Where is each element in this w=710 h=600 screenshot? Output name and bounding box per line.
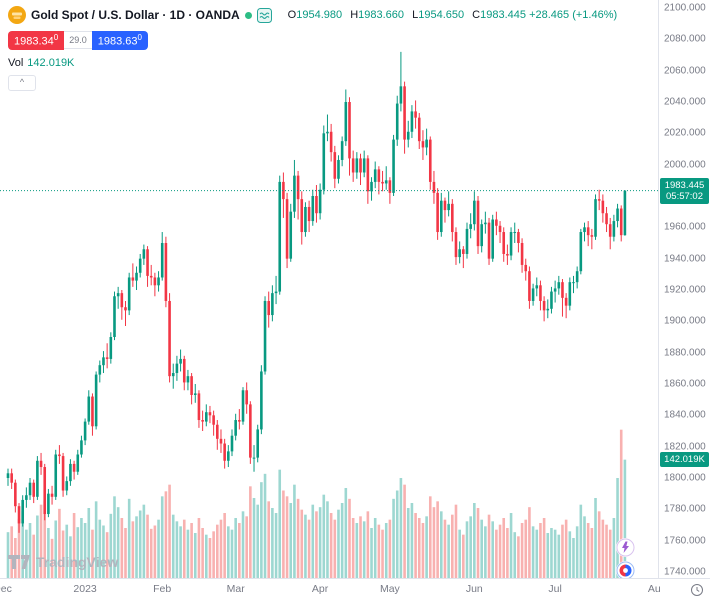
ohlc-readout: O1954.980 H1983.660 L1954.650 C1983.445 …	[283, 9, 617, 21]
tradingview-logo[interactable]: TradingView	[8, 554, 118, 570]
price-tick-label: 2040.000	[664, 96, 706, 108]
floating-buttons	[616, 538, 635, 578]
price-tick-label: 1860.000	[664, 378, 706, 390]
price-tick-label: 1780.000	[664, 503, 706, 515]
volume-label: Vol	[8, 56, 24, 69]
time-tick-label: Au	[647, 583, 661, 595]
last-price-tag-value: 1983.445	[664, 179, 705, 191]
price-tick-label: 1740.000	[664, 566, 706, 578]
time-tick-label: Feb	[153, 583, 172, 595]
price-tick-label: 1800.000	[664, 472, 706, 484]
volume-legend-row: Vol 142.019K	[8, 57, 617, 69]
bar-countdown: 05:57:02	[666, 190, 703, 202]
time-tick-label: May	[379, 583, 400, 595]
price-tick-label: 2060.000	[664, 65, 706, 77]
price-tick-label: 2100.000	[664, 2, 706, 14]
chart-plot-area[interactable]: Gold Spot / U.S. Dollar · 1D · OANDA O19…	[0, 0, 658, 578]
time-axis[interactable]: Dec 2023 Feb Mar Apr May Jun Jul Au	[0, 578, 710, 600]
high-label: H	[350, 9, 359, 21]
broker-panel-button[interactable]	[616, 561, 635, 578]
time-tick-label: Jul	[548, 583, 562, 595]
low-label: L	[412, 9, 419, 21]
price-tick-label: 1880.000	[664, 347, 706, 359]
time-tick-label: Apr	[311, 583, 329, 595]
price-tick-label: 1760.000	[664, 535, 706, 547]
symbol-gold-icon	[8, 6, 26, 24]
tradingview-logo-mark-icon	[8, 555, 30, 569]
high-value: 1983.660	[358, 9, 405, 21]
market-status-dot-icon	[244, 11, 252, 19]
volume-value: 142.019K	[27, 56, 75, 69]
time-tick-label: Dec	[0, 583, 12, 595]
chart-legend: Gold Spot / U.S. Dollar · 1D · OANDA O19…	[8, 6, 617, 91]
time-tick-label: 2023	[73, 583, 97, 595]
volume-tag: 142.019K	[660, 451, 709, 467]
price-tick-label: 2080.000	[664, 33, 706, 45]
bid-sup-digit: 0	[53, 33, 59, 42]
sell-bid-button[interactable]: 1983.340	[8, 31, 65, 50]
volume-bars	[6, 429, 627, 578]
price-tick-label: 1960.000	[664, 221, 706, 233]
tradingview-logo-text: TradingView	[36, 554, 119, 570]
quick-trade-lightning-button[interactable]	[616, 538, 635, 557]
price-tick-label: 1940.000	[664, 253, 706, 265]
price-axis[interactable]: 1983.445 05:57:02 142.019K 2100.000 2080.…	[658, 0, 710, 578]
spread-value: 29.0	[64, 31, 92, 50]
open-label: O	[287, 9, 297, 21]
timezone-clock-icon[interactable]	[690, 583, 704, 600]
low-value: 1954.650	[418, 9, 465, 21]
volume-tag-value: 142.019K	[664, 453, 705, 465]
open-value: 1954.980	[296, 9, 343, 21]
symbol-title[interactable]: Gold Spot / U.S. Dollar · 1D · OANDA	[31, 8, 240, 22]
chart-canvas[interactable]	[0, 0, 658, 578]
price-tick-label: 2000.000	[664, 159, 706, 171]
legend-collapse-button[interactable]: ^	[8, 74, 36, 91]
time-tick-label: Jun	[465, 583, 483, 595]
close-value: 1983.445	[480, 9, 527, 21]
price-tick-label: 1820.000	[664, 441, 706, 453]
price-tick-label: 1920.000	[664, 284, 706, 296]
change-value: +28.465 (+1.46%)	[529, 9, 618, 21]
price-tick-label: 1840.000	[664, 409, 706, 421]
buy-ask-button[interactable]: 1983.630	[91, 31, 148, 50]
price-tick-label: 2020.000	[664, 127, 706, 139]
candlesticks	[6, 51, 627, 533]
data-mode-waves-icon[interactable]	[256, 7, 272, 23]
price-tick-label: 1900.000	[664, 315, 706, 327]
time-tick-label: Mar	[226, 583, 245, 595]
last-price-tag: 1983.445 05:57:02	[660, 177, 709, 204]
ask-sup-digit: 0	[137, 33, 142, 42]
close-label: C	[472, 9, 481, 21]
